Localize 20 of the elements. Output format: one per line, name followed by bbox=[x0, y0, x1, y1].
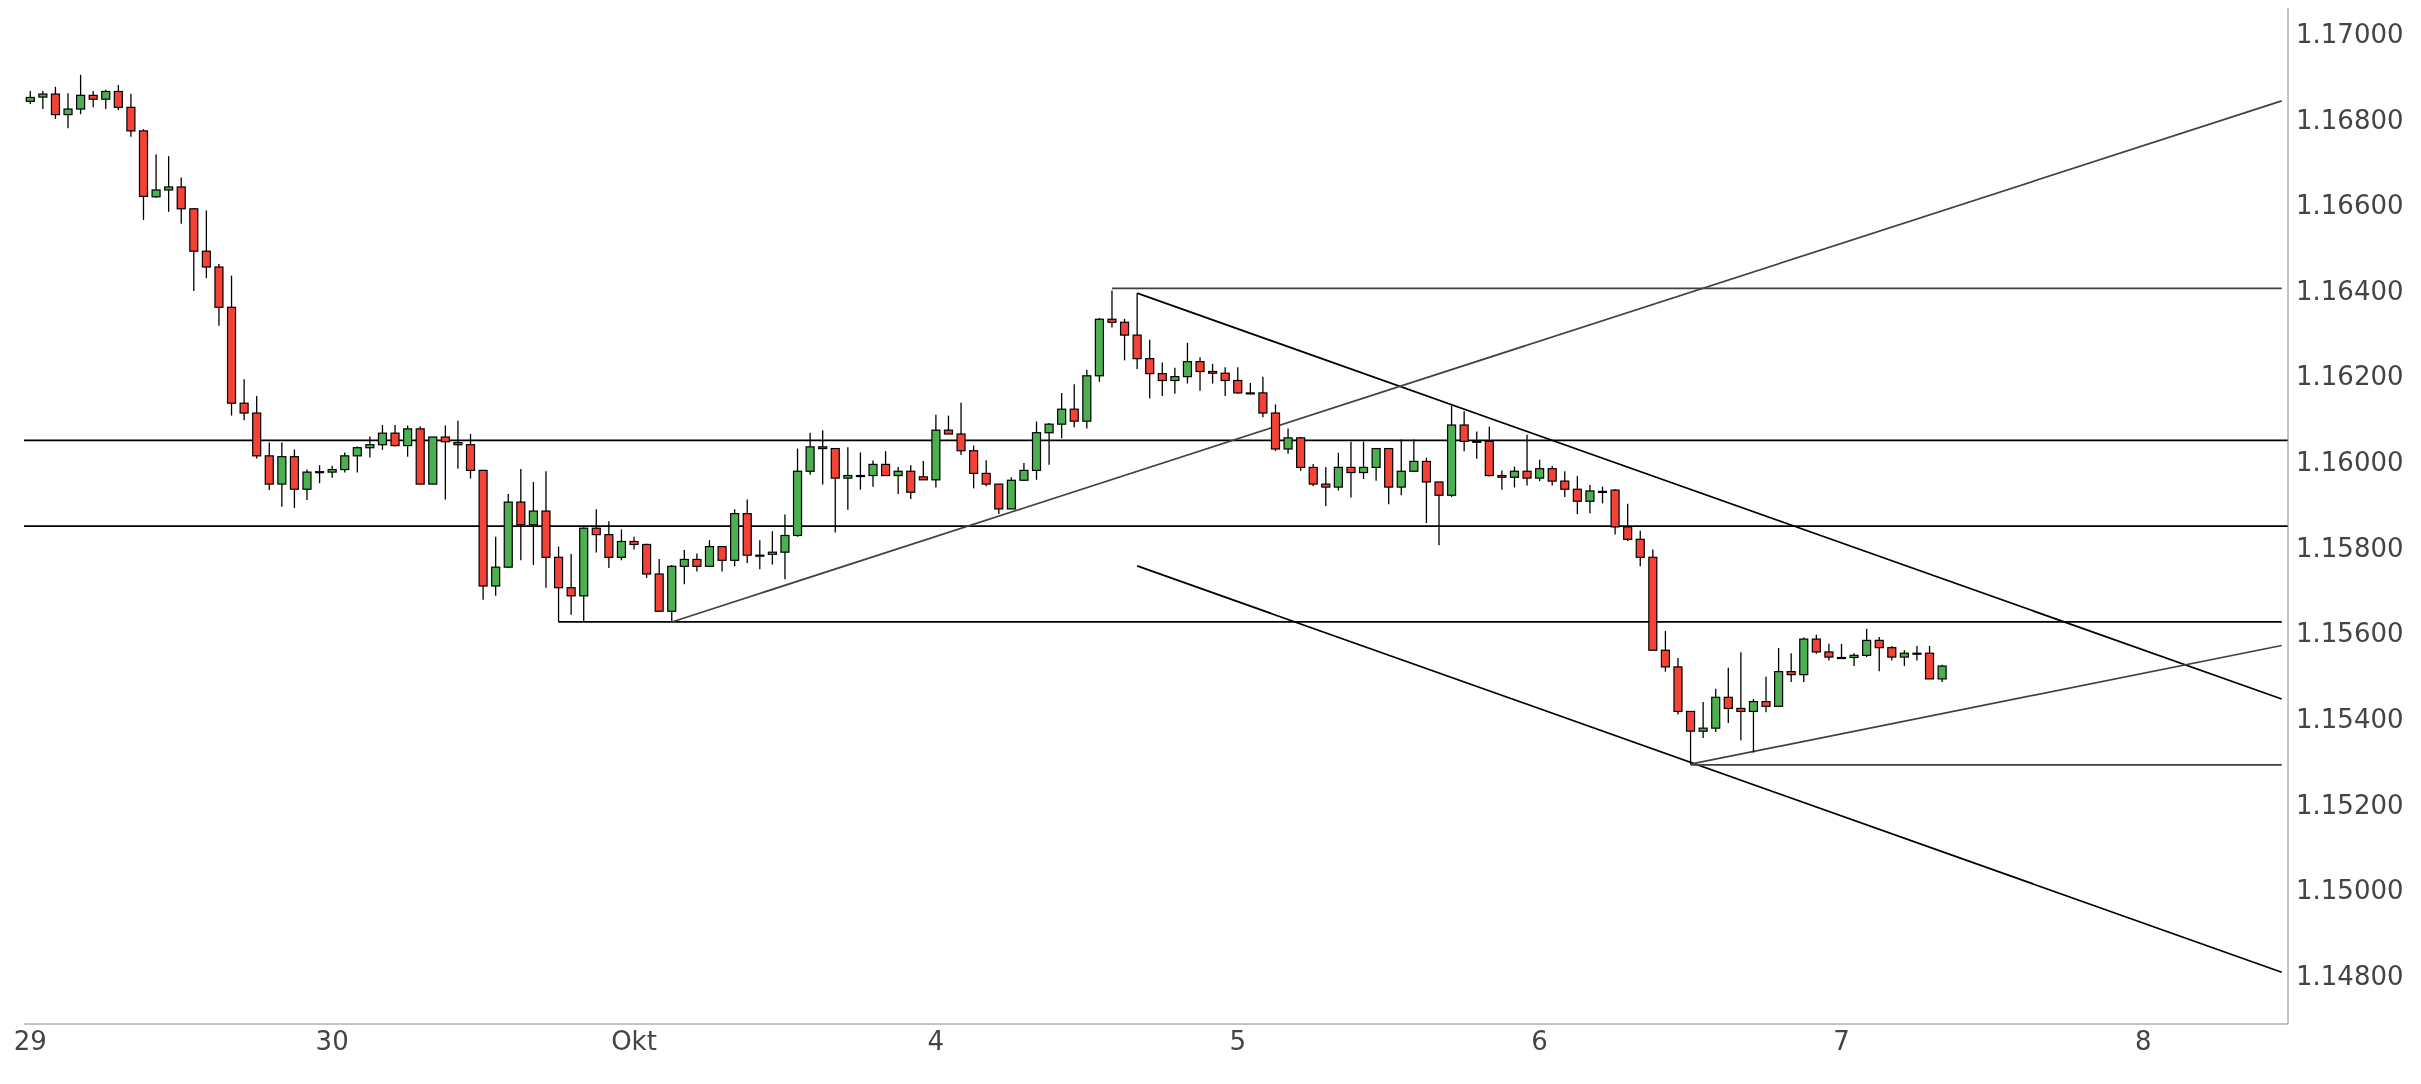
x-tick-label: 4 bbox=[927, 1026, 945, 1057]
y-tick-label: 1.17000 bbox=[2296, 18, 2404, 49]
y-tick-label: 1.15600 bbox=[2296, 618, 2404, 649]
y-tick-label: 1.15400 bbox=[2296, 703, 2404, 734]
y-tick-label: 1.16000 bbox=[2296, 447, 2404, 478]
y-tick-label: 1.15800 bbox=[2296, 532, 2404, 563]
x-tick-label: Okt bbox=[611, 1026, 657, 1057]
x-tick-label: 7 bbox=[1833, 1026, 1850, 1057]
x-tick-label: 29 bbox=[13, 1026, 47, 1057]
y-tick-label: 1.16800 bbox=[2296, 104, 2404, 135]
y-tick-label: 1.14800 bbox=[2296, 960, 2404, 991]
y-tick-label: 1.15000 bbox=[2296, 875, 2404, 906]
x-tick-label: 6 bbox=[1531, 1026, 1548, 1057]
y-tick-label: 1.15200 bbox=[2296, 789, 2404, 820]
x-tick-label: 8 bbox=[2135, 1026, 2152, 1057]
y-tick-label: 1.16600 bbox=[2296, 190, 2404, 221]
x-tick-label: 5 bbox=[1229, 1026, 1247, 1057]
y-tick-label: 1.16400 bbox=[2296, 275, 2404, 306]
x-tick-label: 30 bbox=[315, 1026, 349, 1057]
y-tick-label: 1.16200 bbox=[2296, 361, 2404, 392]
